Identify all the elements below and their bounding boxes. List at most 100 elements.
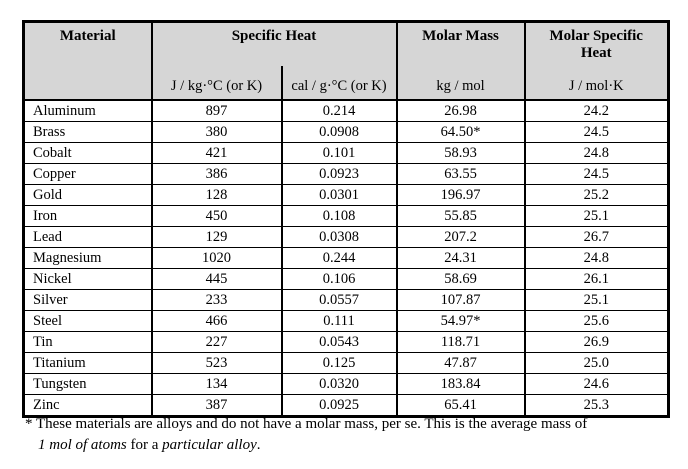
row-specific-heat-j: 466 [150,310,282,332]
row-material: Brass [22,121,152,143]
table-row: Titanium 523 0.125 47.87 25.0 [22,352,669,374]
row-material: Cobalt [22,142,152,164]
header-unit-kg-per-mol: kg / mol [395,66,525,101]
table-row: Iron 450 0.108 55.85 25.1 [22,205,669,227]
row-molar-mass: 207.2 [395,226,525,248]
table-row: Brass 380 0.0908 64.50* 24.5 [22,121,669,143]
row-molar-specific-heat: 24.2 [523,99,669,122]
row-specific-heat-j: 1020 [150,247,282,269]
table-row: Aluminum 897 0.214 26.98 24.2 [22,99,669,122]
row-specific-heat-j: 523 [150,352,282,374]
table-row: Magnesium 1020 0.244 24.31 24.8 [22,247,669,269]
header-unit-j-per-kg: J / kg·°C (or K) [150,66,282,101]
row-material: Magnesium [22,247,152,269]
row-molar-specific-heat: 24.6 [523,373,669,395]
footnote-italic-2: particular alloy [162,437,257,453]
row-material: Tin [22,331,152,353]
row-specific-heat-cal: 0.125 [280,352,397,374]
table-row: Steel 466 0.111 54.97* 25.6 [22,310,669,332]
row-molar-mass: 55.85 [395,205,525,227]
row-molar-specific-heat: 24.8 [523,142,669,164]
footnote-italic-1: 1 mol of atoms [38,437,127,453]
table-row: Lead 129 0.0308 207.2 26.7 [22,226,669,248]
row-molar-mass: 107.87 [395,289,525,311]
footnote-text-2: for a [126,437,163,453]
row-material: Tungsten [22,373,152,395]
row-molar-specific-heat: 25.2 [523,184,669,206]
row-specific-heat-cal: 0.0301 [280,184,397,206]
row-specific-heat-cal: 0.106 [280,268,397,290]
row-molar-specific-heat: 26.1 [523,268,669,290]
footnote-marker: * [25,416,33,432]
row-specific-heat-j: 233 [150,289,282,311]
row-molar-specific-heat: 25.6 [523,310,669,332]
table-row: Silver 233 0.0557 107.87 25.1 [22,289,669,311]
header-unit-j-per-mol-k: J / mol·K [523,66,669,101]
row-specific-heat-cal: 0.0308 [280,226,397,248]
specific-heat-table: Material Specific Heat Molar Mass Molar … [22,20,670,418]
row-specific-heat-j: 380 [150,121,282,143]
row-molar-specific-heat: 25.1 [523,289,669,311]
row-molar-mass: 58.93 [395,142,525,164]
row-molar-specific-heat: 24.5 [523,121,669,143]
row-material: Aluminum [22,99,152,122]
table-row: Tin 227 0.0543 118.71 26.9 [22,331,669,353]
row-material: Zinc [22,394,152,417]
row-molar-specific-heat: 25.1 [523,205,669,227]
row-molar-mass: 47.87 [395,352,525,374]
row-molar-mass: 63.55 [395,163,525,185]
table-row: Zinc 387 0.0925 65.41 25.3 [22,394,669,417]
row-molar-specific-heat: 24.8 [523,247,669,269]
row-molar-mass: 58.69 [395,268,525,290]
table-row: Nickel 445 0.106 58.69 26.1 [22,268,669,290]
header-molar-mass: Molar Mass [395,21,525,66]
row-specific-heat-cal: 0.0543 [280,331,397,353]
row-specific-heat-j: 421 [150,142,282,164]
table-row: Copper 386 0.0923 63.55 24.5 [22,163,669,185]
row-molar-mass: 64.50* [395,121,525,143]
row-molar-mass: 54.97* [395,310,525,332]
row-specific-heat-cal: 0.0923 [280,163,397,185]
row-specific-heat-j: 450 [150,205,282,227]
row-specific-heat-cal: 0.0320 [280,373,397,395]
row-specific-heat-j: 129 [150,226,282,248]
row-specific-heat-j: 897 [150,99,282,122]
row-material: Lead [22,226,152,248]
header-unit-cal-per-g: cal / g·°C (or K) [280,66,397,101]
table-row: Cobalt 421 0.101 58.93 24.8 [22,142,669,164]
table-body: Aluminum 897 0.214 26.98 24.2 Brass 380 0.0908 6… [22,99,669,417]
row-material: Copper [22,163,152,185]
row-material: Silver [22,289,152,311]
footnote-text-1: These materials are alloys and do not ha… [35,416,588,432]
row-specific-heat-cal: 0.214 [280,99,397,122]
row-molar-mass: 183.84 [395,373,525,395]
footnote-line-2: 1 mol of atoms for a particular alloy. [25,435,675,456]
header-specific-heat: Specific Heat [150,21,397,66]
row-molar-specific-heat: 26.7 [523,226,669,248]
row-specific-heat-cal: 0.0557 [280,289,397,311]
row-material: Nickel [22,268,152,290]
row-specific-heat-j: 386 [150,163,282,185]
row-molar-mass: 196.97 [395,184,525,206]
row-specific-heat-cal: 0.0908 [280,121,397,143]
row-material: Steel [22,310,152,332]
row-material: Gold [22,184,152,206]
row-specific-heat-j: 445 [150,268,282,290]
footnote-line-1: * These materials are alloys and do not … [25,414,675,435]
row-specific-heat-cal: 0.108 [280,205,397,227]
row-molar-specific-heat: 25.3 [523,394,669,417]
row-specific-heat-j: 128 [150,184,282,206]
footnote-period: . [256,437,261,453]
row-specific-heat-cal: 0.244 [280,247,397,269]
row-material: Titanium [22,352,152,374]
row-specific-heat-cal: 0.0925 [280,394,397,417]
row-specific-heat-j: 227 [150,331,282,353]
row-molar-mass: 65.41 [395,394,525,417]
footnote: * These materials are alloys and do not … [25,414,675,456]
row-molar-mass: 26.98 [395,99,525,122]
row-molar-mass: 118.71 [395,331,525,353]
header-molar-specific-heat: Molar Specific Heat [523,21,669,66]
row-specific-heat-cal: 0.101 [280,142,397,164]
table-row: Gold 128 0.0301 196.97 25.2 [22,184,669,206]
